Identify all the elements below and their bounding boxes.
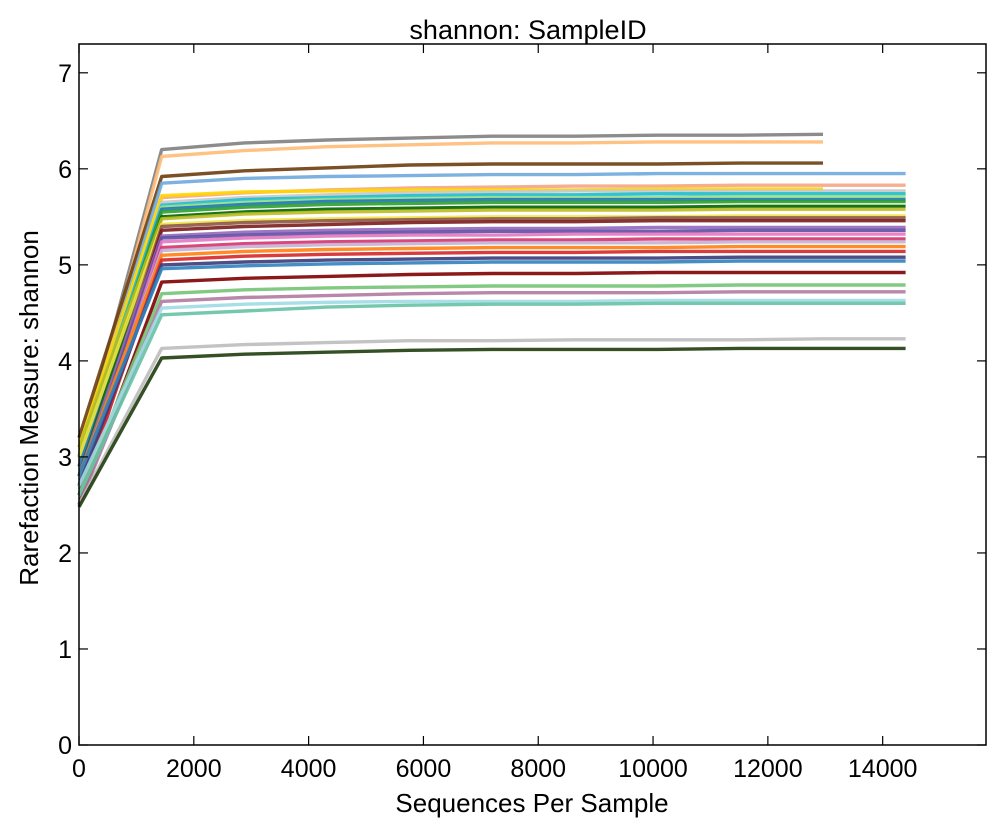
x-tick-label: 14000 xyxy=(848,755,918,783)
x-axis-label: Sequences Per Sample xyxy=(395,788,668,818)
y-axis: 0 1 2 3 4 5 6 7 xyxy=(58,60,986,760)
series-line-23 xyxy=(77,249,906,496)
y-tick-label: 7 xyxy=(58,60,72,88)
series-line-4 xyxy=(77,171,906,458)
series-line-28 xyxy=(77,290,906,506)
series-line-20 xyxy=(77,237,906,506)
y-tick-label: 6 xyxy=(58,156,72,184)
plot-frame xyxy=(78,43,987,746)
x-axis: 0 2000 4000 6000 8000 10000 12000 14000 xyxy=(72,44,917,783)
series-layer xyxy=(77,132,906,508)
series-line-10 xyxy=(77,197,906,468)
chart-title: shannon: SampleID xyxy=(409,15,646,45)
x-tick-label: 2000 xyxy=(166,755,222,783)
series-line-9 xyxy=(77,195,906,496)
series-line-32 xyxy=(77,346,906,508)
x-tick-label: 0 xyxy=(72,755,86,783)
y-tick-label: 2 xyxy=(58,540,72,568)
series-line-13 xyxy=(77,207,906,448)
series-line-6 xyxy=(77,187,823,448)
series-line-3 xyxy=(77,161,823,439)
series-line-11 xyxy=(77,199,906,458)
x-tick-label: 4000 xyxy=(281,755,337,783)
series-line-25 xyxy=(77,259,906,477)
series-line-2 xyxy=(77,140,823,467)
y-axis-label: Rarefaction Measure: shannon xyxy=(14,230,44,586)
y-tick-label: 0 xyxy=(58,732,72,760)
series-line-19 xyxy=(77,232,906,496)
series-line-29 xyxy=(77,298,906,487)
y-tick-label: 3 xyxy=(58,444,72,472)
y-tick-label: 1 xyxy=(58,636,72,664)
x-tick-label: 6000 xyxy=(396,755,452,783)
y-tick-label: 5 xyxy=(58,252,72,280)
series-line-14 xyxy=(77,214,906,458)
series-line-17 xyxy=(77,225,906,477)
x-tick-label: 8000 xyxy=(510,755,566,783)
series-line-16 xyxy=(77,219,906,496)
series-line-27 xyxy=(77,283,906,496)
x-tick-label: 10000 xyxy=(618,755,688,783)
series-line-15 xyxy=(77,216,906,487)
series-line-22 xyxy=(77,244,906,477)
series-line-1 xyxy=(77,132,824,458)
series-line-18 xyxy=(77,228,906,487)
series-line-26 xyxy=(77,270,906,506)
series-line-8 xyxy=(77,192,906,458)
series-line-21 xyxy=(77,240,906,487)
x-tick-label: 12000 xyxy=(733,755,803,783)
series-line-24 xyxy=(77,255,906,487)
y-tick-label: 4 xyxy=(58,348,72,376)
series-line-7 xyxy=(77,189,906,487)
series-line-30 xyxy=(77,301,906,497)
series-line-12 xyxy=(77,204,906,477)
series-line-31 xyxy=(77,337,906,506)
